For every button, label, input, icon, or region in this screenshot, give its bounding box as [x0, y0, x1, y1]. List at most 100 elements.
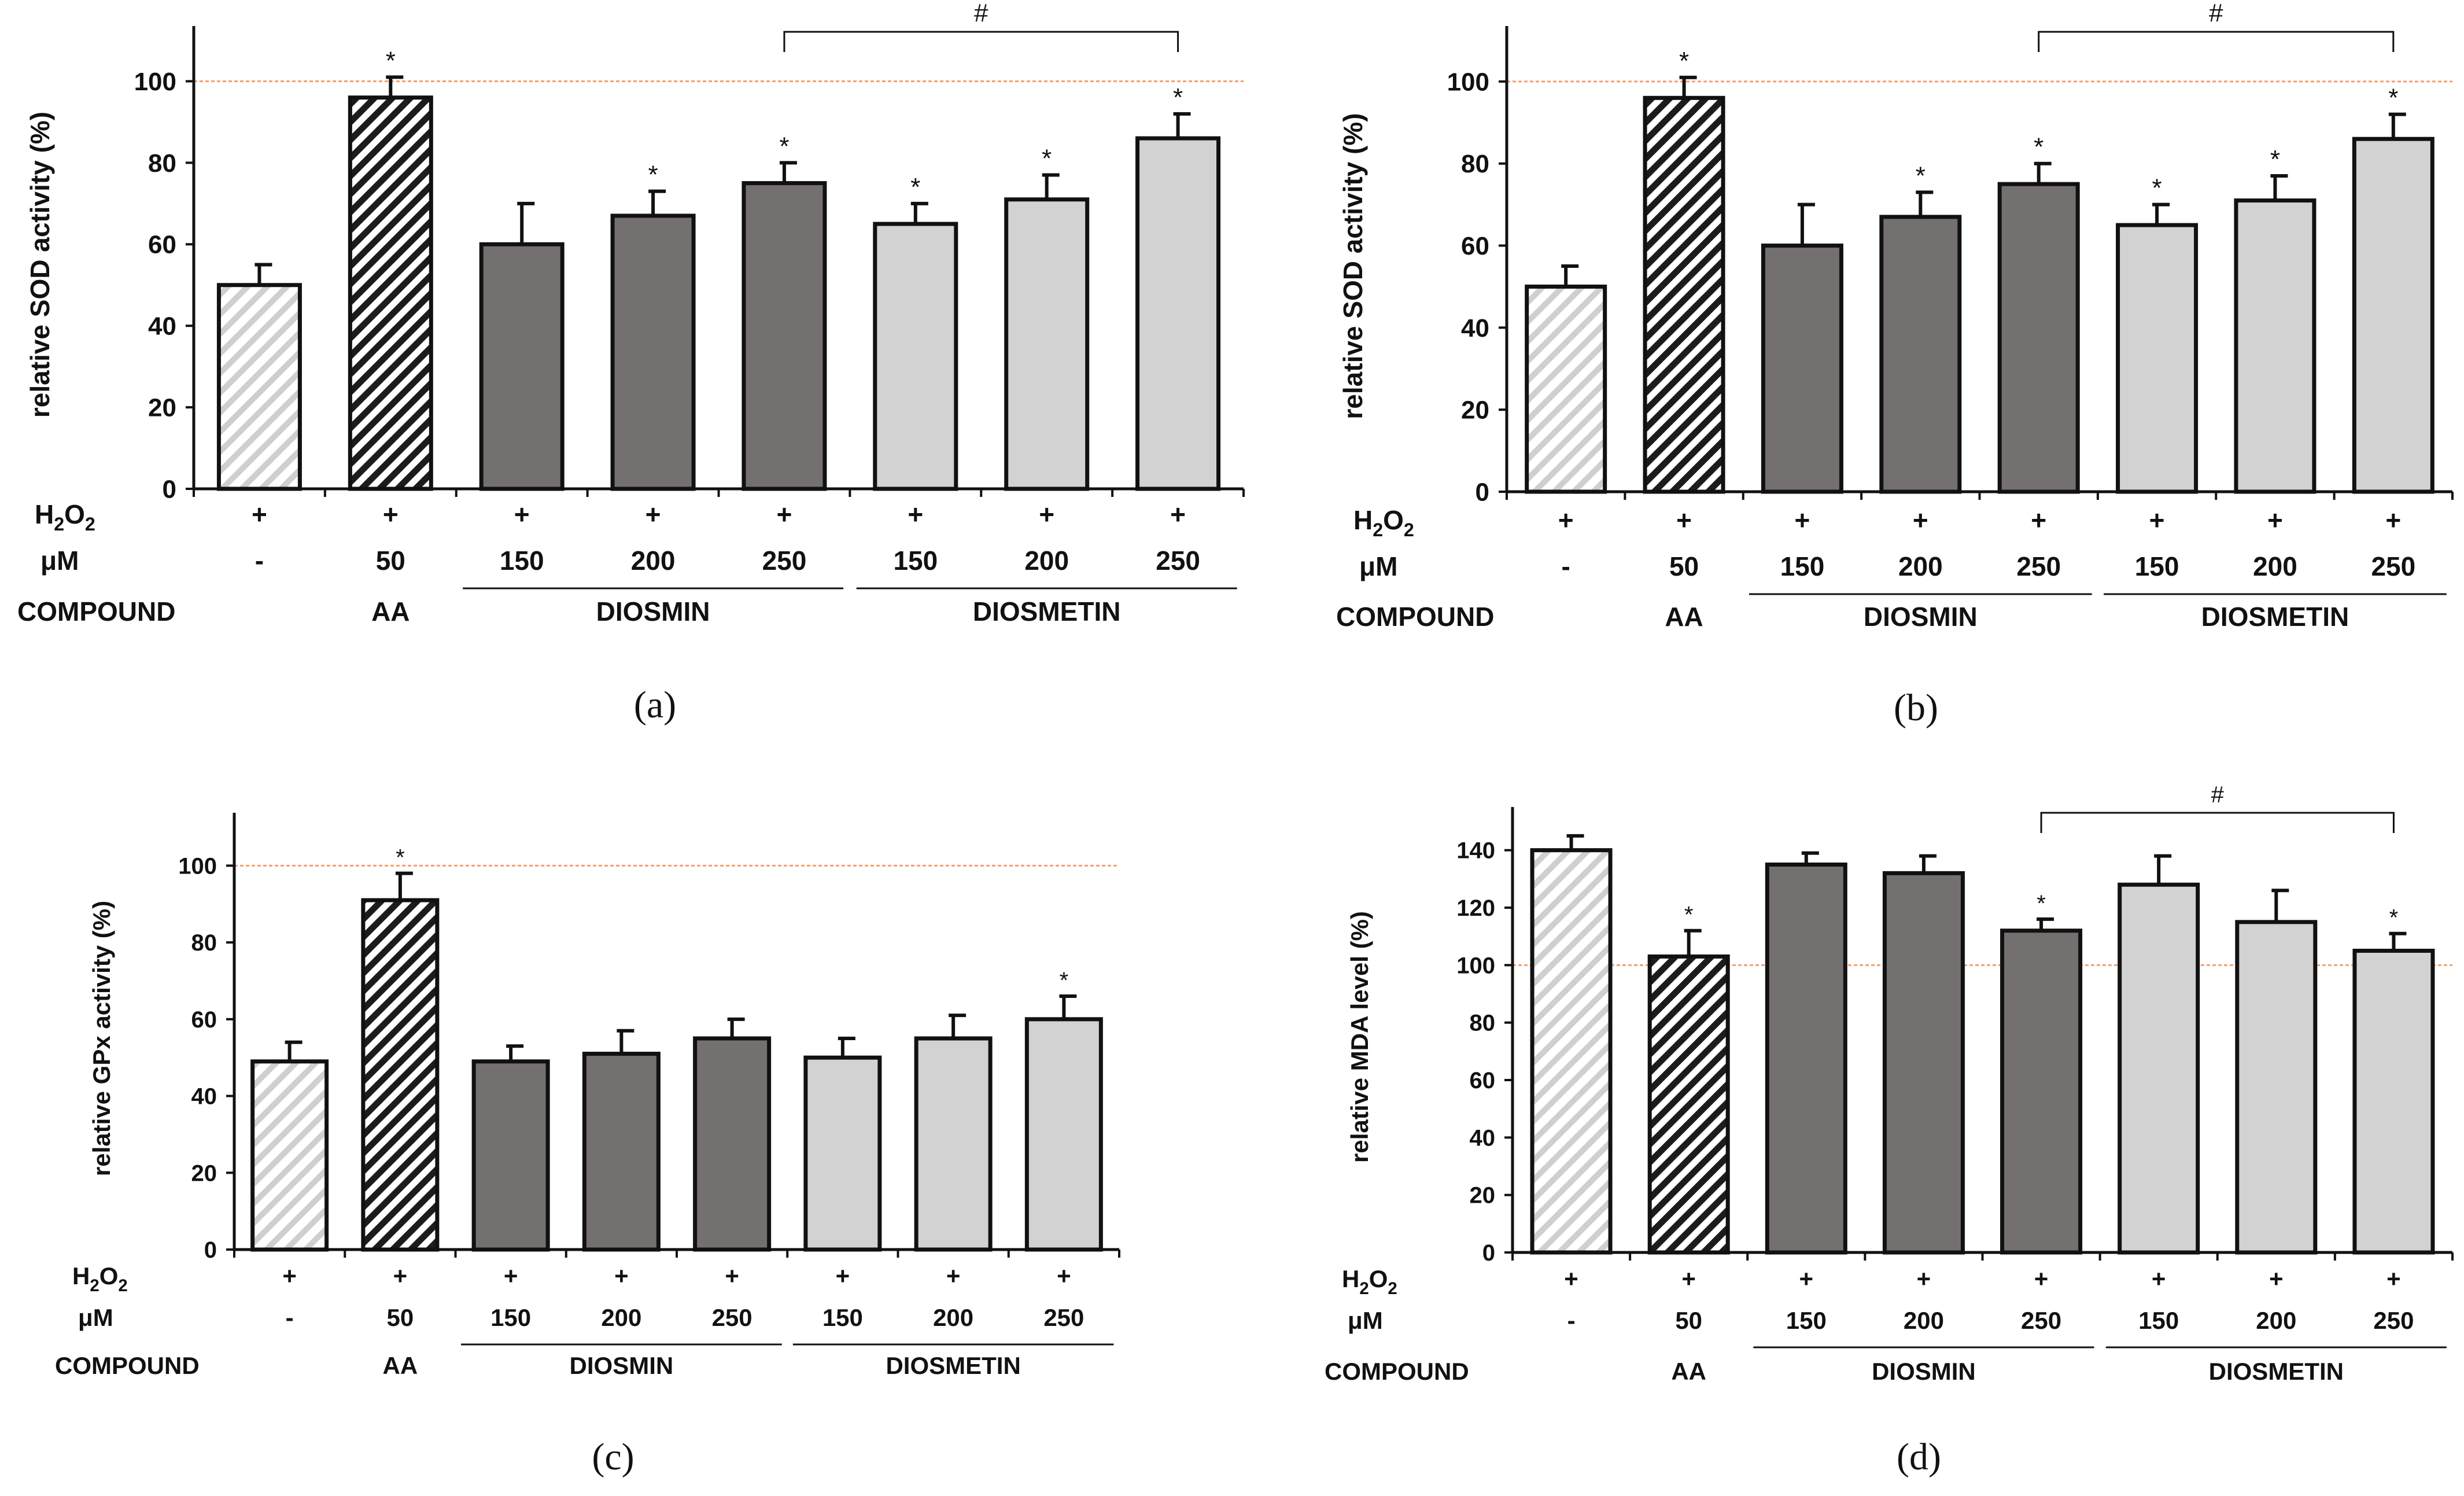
- condition-label: +: [1681, 1265, 1696, 1292]
- bracket-label: #: [2209, 0, 2223, 27]
- bar: [361, 898, 440, 1252]
- condition-label: +: [777, 499, 792, 529]
- concentration-label: 200: [2253, 551, 2297, 581]
- significance-bracket: [783, 31, 1179, 52]
- concentration-label: 200: [2256, 1307, 2296, 1334]
- bar: [250, 1059, 329, 1252]
- concentration-label: 250: [2021, 1307, 2061, 1334]
- y-axis-label: relative SOD activity (%): [1338, 113, 1368, 419]
- significance-star: *: [1173, 83, 1183, 112]
- y-tick-label: 60: [148, 231, 176, 259]
- bar: [610, 213, 696, 491]
- bar: [1647, 954, 1730, 1255]
- y-tick-label: 40: [1461, 314, 1489, 342]
- y-tick-label: 40: [191, 1084, 217, 1110]
- group-label: DIOSMETIN: [2209, 1358, 2344, 1385]
- significance-star: *: [2034, 133, 2044, 161]
- compound-label: COMPOUND: [1336, 602, 1494, 632]
- um-label: μM: [40, 546, 79, 576]
- y-axis-label: relative MDA level (%): [1346, 911, 1373, 1163]
- significance-bracket: [2038, 31, 2395, 52]
- bracket-label: #: [974, 0, 988, 27]
- y-tick-label: 120: [1456, 896, 1495, 921]
- bar: [2118, 882, 2200, 1255]
- condition-label: +: [725, 1262, 739, 1289]
- y-tick-label: 140: [1456, 838, 1495, 864]
- bar: [2235, 920, 2318, 1255]
- condition-label: +: [1558, 505, 1574, 535]
- concentration-label: -: [1567, 1307, 1576, 1334]
- y-tick-label: 40: [1470, 1125, 1496, 1151]
- condition-label: +: [1564, 1265, 1578, 1292]
- y-tick-label: 20: [1470, 1183, 1496, 1208]
- compound-label: COMPOUND: [55, 1352, 200, 1379]
- y-tick-label: 80: [148, 149, 176, 178]
- concentration-label: 150: [2135, 551, 2179, 581]
- group-label: DIOSMETIN: [886, 1352, 1020, 1379]
- significance-star: *: [2389, 905, 2399, 931]
- y-tick-label: 0: [204, 1237, 217, 1263]
- um-label: μM: [78, 1304, 113, 1331]
- panel-label: (d): [1897, 1436, 1941, 1478]
- h2o2-label: H2O2: [35, 499, 95, 535]
- concentration-label: 250: [2016, 551, 2061, 581]
- group-label: AA: [1671, 1358, 1706, 1385]
- concentration-label: 200: [1904, 1307, 1944, 1334]
- concentration-label: 150: [2138, 1307, 2179, 1334]
- condition-label: +: [908, 499, 923, 529]
- y-tick-label: 0: [1482, 1240, 1495, 1266]
- bar: [2352, 949, 2435, 1255]
- condition-label: +: [2269, 1265, 2284, 1292]
- concentration-label: 250: [2371, 551, 2415, 581]
- y-tick-label: 60: [1461, 232, 1489, 260]
- compound-label: COMPOUND: [1325, 1358, 1469, 1385]
- y-tick-label: 20: [148, 393, 176, 422]
- bar: [471, 1059, 550, 1252]
- y-axis-label: relative GPx activity (%): [88, 901, 115, 1176]
- group-label: DIOSMIN: [1864, 602, 1978, 632]
- bar: [1525, 284, 1607, 494]
- concentration-label: 250: [712, 1304, 753, 1331]
- condition-label: +: [2152, 1265, 2166, 1292]
- bar: [2000, 928, 2083, 1255]
- y-tick-label: 60: [1470, 1068, 1496, 1093]
- significance-star: *: [1684, 902, 1694, 928]
- condition-label: +: [614, 1262, 629, 1289]
- concentration-label: 150: [893, 546, 938, 576]
- concentration-label: -: [1562, 551, 1570, 581]
- bar: [803, 1055, 882, 1252]
- concentration-label: 200: [601, 1304, 641, 1331]
- bar: [2116, 223, 2199, 494]
- h2o2-label: H2O2: [1353, 505, 1414, 540]
- bar: [1024, 1017, 1103, 1252]
- significance-star: *: [2152, 174, 2162, 202]
- condition-label: +: [2031, 505, 2046, 535]
- significance-star: *: [910, 173, 920, 201]
- significance-star: *: [1916, 161, 1926, 190]
- concentration-label: 200: [933, 1304, 973, 1331]
- concentration-label: 150: [1780, 551, 1825, 581]
- um-label: μM: [1348, 1307, 1383, 1334]
- condition-label: +: [645, 499, 661, 529]
- significance-star: *: [1679, 47, 1689, 75]
- bar: [1004, 197, 1090, 491]
- bar: [479, 242, 565, 491]
- significance-star: *: [2388, 84, 2398, 112]
- group-label: AA: [1665, 602, 1703, 632]
- concentration-label: 50: [387, 1304, 414, 1331]
- group-label: AA: [383, 1352, 418, 1379]
- condition-label: +: [1039, 499, 1054, 529]
- concentration-label: 150: [500, 546, 544, 576]
- group-label: DIOSMETIN: [973, 596, 1121, 627]
- significance-star: *: [779, 132, 789, 160]
- condition-label: +: [1057, 1262, 1071, 1289]
- bar: [216, 283, 302, 491]
- concentration-label: 150: [490, 1304, 531, 1331]
- condition-label: +: [393, 1262, 408, 1289]
- significance-star: *: [1060, 968, 1069, 993]
- condition-label: +: [1676, 505, 1692, 535]
